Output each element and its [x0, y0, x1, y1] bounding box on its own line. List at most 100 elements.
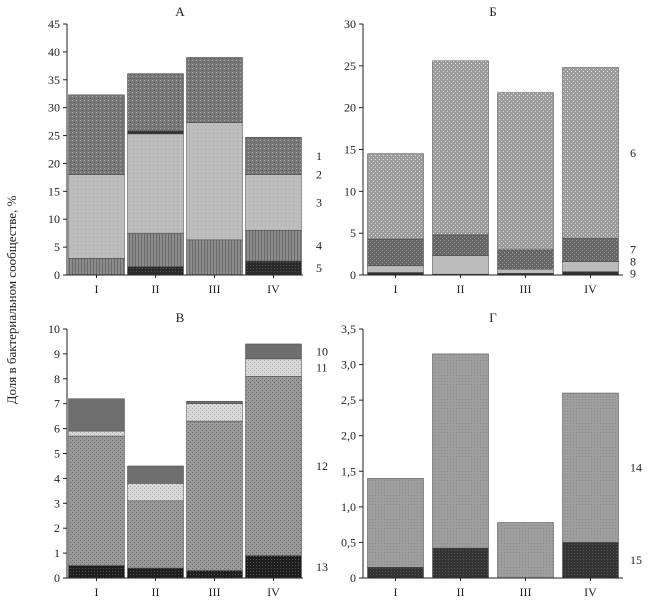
bar-seg-1-8-II — [432, 255, 489, 275]
bar-seg-3-14-III — [497, 522, 554, 579]
bar-seg-0-4-III — [186, 239, 243, 276]
series-label-1-9: 9 — [630, 266, 636, 280]
y-tick-label-2-6: 6 — [54, 422, 60, 436]
bar-seg-1-7-III — [497, 249, 554, 270]
y-tick-label-2-10: 10 — [48, 322, 60, 336]
y-tick-label-1-6: 30 — [344, 17, 356, 31]
bar-seg-3-15-II — [432, 547, 489, 579]
x-tick-label-1-1: II — [457, 282, 465, 296]
bar-seg-3-14-IV — [562, 392, 619, 543]
bar-seg-2-10-I — [68, 398, 125, 432]
bar-seg-2-12-III — [186, 420, 243, 571]
bar-seg-2-10-IV — [245, 343, 302, 360]
bar-seg-2-12-I — [68, 435, 125, 566]
bar-seg-1-9-IV — [562, 271, 619, 276]
series-label-2-13: 13 — [316, 560, 328, 574]
y-tick-label-3-2: 1,0 — [341, 500, 356, 514]
x-tick-label-0-2: III — [209, 282, 221, 296]
x-tick-label-2-0: I — [95, 585, 99, 599]
bar-seg-1-7-IV — [562, 237, 619, 262]
x-tick-label-2-3: IV — [267, 585, 280, 599]
panel-title-0: А — [175, 4, 185, 19]
bar-seg-2-11-III — [186, 403, 243, 422]
series-label-2-10: 10 — [316, 344, 328, 358]
bar-seg-0-4-II — [127, 232, 184, 267]
bar-seg-1-6-I — [367, 153, 424, 240]
bar-seg-2-10-III — [186, 400, 243, 404]
x-tick-label-3-3: IV — [584, 585, 597, 599]
bar-seg-0-5-IV — [245, 260, 302, 276]
x-tick-label-2-1: II — [152, 585, 160, 599]
bar-seg-1-7-II — [432, 234, 489, 257]
bar-seg-2-12-IV — [245, 376, 302, 556]
bar-seg-0-4-I — [68, 258, 125, 276]
series-label-0-2: 2 — [316, 168, 322, 182]
series-label-0-4: 4 — [316, 239, 322, 253]
x-tick-label-2-2: III — [209, 585, 221, 599]
y-tick-label-0-2: 10 — [48, 212, 60, 226]
y-tick-label-0-6: 30 — [48, 101, 60, 115]
series-label-3-15: 15 — [630, 553, 642, 567]
bar-seg-2-11-II — [127, 483, 184, 502]
bar-seg-3-15-IV — [562, 542, 619, 579]
series-label-1-7: 7 — [630, 242, 636, 256]
x-tick-label-1-2: III — [520, 282, 532, 296]
y-tick-label-0-5: 25 — [48, 129, 60, 143]
bar-seg-0-2-II — [127, 130, 184, 135]
series-label-2-12: 12 — [316, 459, 328, 473]
y-tick-label-3-6: 3,0 — [341, 358, 356, 372]
bar-seg-2-13-II — [127, 567, 184, 579]
bar-seg-1-8-I — [367, 265, 424, 273]
y-tick-label-1-5: 25 — [344, 59, 356, 73]
series-label-2-11: 11 — [316, 361, 328, 375]
bar-seg-0-5-II — [127, 266, 184, 276]
y-tick-label-2-8: 8 — [54, 372, 60, 386]
y-tick-label-2-9: 9 — [54, 347, 60, 361]
bar-seg-0-3-I — [68, 174, 125, 259]
bar-seg-2-11-IV — [245, 358, 302, 377]
bar-seg-2-13-I — [68, 565, 125, 579]
series-label-1-8: 8 — [630, 254, 636, 268]
y-tick-label-0-4: 20 — [48, 156, 60, 170]
bar-seg-1-6-IV — [562, 67, 619, 239]
y-tick-label-2-3: 3 — [54, 496, 60, 510]
bar-seg-1-6-III — [497, 92, 554, 251]
y-tick-label-0-8: 40 — [48, 45, 60, 59]
y-tick-label-3-7: 3,5 — [341, 322, 356, 336]
x-tick-label-3-2: III — [520, 585, 532, 599]
bar-seg-0-1-I — [68, 94, 125, 175]
panel-title-1: Б — [489, 4, 496, 19]
panel-title-3: Г — [489, 310, 497, 325]
x-tick-label-0-1: II — [152, 282, 160, 296]
bar-seg-0-1-IV — [245, 136, 302, 175]
bar-seg-0-3-IV — [245, 174, 302, 231]
y-tick-label-3-5: 2,5 — [341, 393, 356, 407]
bar-seg-0-3-III — [186, 122, 243, 241]
y-tick-label-0-0: 0 — [54, 268, 60, 282]
bar-seg-2-13-IV — [245, 555, 302, 579]
bar-seg-3-14-I — [367, 478, 424, 568]
x-tick-label-3-1: II — [457, 585, 465, 599]
y-axis-label: Доля в бактериальном сообществе, % — [4, 195, 19, 405]
y-tick-label-3-0: 0 — [350, 571, 356, 585]
bar-seg-2-13-III — [186, 570, 243, 579]
y-tick-label-1-0: 0 — [350, 268, 356, 282]
bar-seg-1-8-III — [497, 268, 554, 274]
bar-seg-0-1-II — [127, 73, 184, 132]
bar-seg-0-3-II — [127, 133, 184, 234]
series-label-0-5: 5 — [316, 261, 322, 275]
bar-seg-1-7-I — [367, 238, 424, 267]
y-tick-label-1-2: 10 — [344, 184, 356, 198]
bar-seg-2-11-I — [68, 430, 125, 437]
y-tick-label-2-0: 0 — [54, 571, 60, 585]
series-label-0-1: 1 — [316, 149, 322, 163]
y-tick-label-2-2: 2 — [54, 521, 60, 535]
y-tick-label-0-9: 45 — [48, 17, 60, 31]
y-tick-label-3-1: 0,5 — [341, 535, 356, 549]
y-tick-label-2-7: 7 — [54, 397, 60, 411]
series-label-0-3: 3 — [316, 195, 322, 209]
bar-seg-0-1-III — [186, 57, 243, 123]
y-tick-label-2-4: 4 — [54, 471, 60, 485]
y-tick-label-2-1: 1 — [54, 546, 60, 560]
